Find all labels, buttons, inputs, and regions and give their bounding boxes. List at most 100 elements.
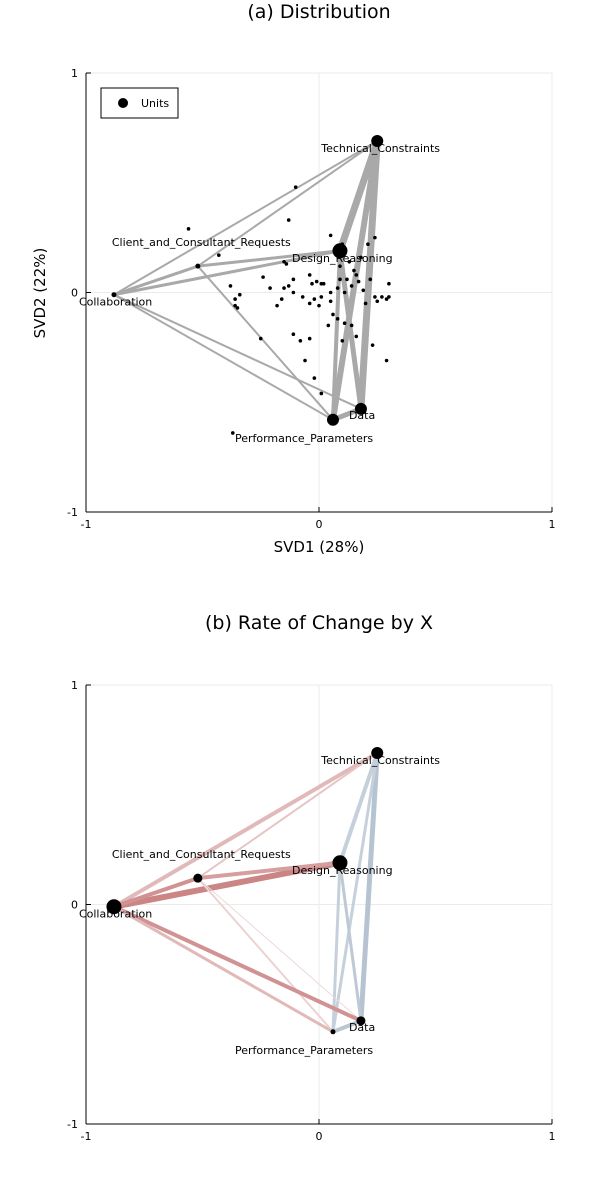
- edge-client-and-consultant-requests-performance-parameters: [196, 877, 334, 1033]
- unit-point: [342, 290, 347, 295]
- node-design-reasoning: [332, 243, 348, 259]
- node-performance-parameters: [330, 1029, 336, 1035]
- edge-collaboration-data: [111, 904, 363, 1023]
- y-tick-label: -1: [67, 506, 78, 519]
- edge-design-reasoning-client-and-consultant-requests: [195, 860, 342, 881]
- unit-point: [291, 277, 296, 282]
- unit-point: [317, 303, 321, 308]
- unit-point: [338, 264, 342, 268]
- unit-point: [387, 295, 391, 299]
- node-data: [354, 402, 367, 415]
- edge-design-reasoning-collaboration: [110, 859, 343, 910]
- unit-point: [319, 281, 324, 286]
- unit-point: [354, 273, 359, 277]
- unit-point: [361, 288, 366, 293]
- edge-technical-constraints-collaboration: [111, 751, 380, 909]
- unit-point: [286, 218, 291, 222]
- x-tick-label: -1: [81, 1130, 92, 1143]
- node-label-design-reasoning: Design_Reasoning: [292, 864, 393, 877]
- x-tick-label: 1: [549, 518, 556, 531]
- axes: -1-1 0 0 1 1: [67, 679, 555, 1143]
- unit-point: [352, 268, 356, 273]
- node-labels: Technical_Constraints Design_ReasoningCli…: [79, 142, 440, 445]
- unit-point: [312, 297, 317, 301]
- unit-point: [345, 277, 349, 282]
- unit-point: [233, 303, 237, 308]
- unit-point: [370, 343, 375, 347]
- unit-point: [363, 301, 368, 306]
- edge-design-reasoning-performance-parameters: [331, 861, 342, 1034]
- unit-point: [310, 281, 314, 286]
- x-tick-label: 1: [549, 1130, 556, 1143]
- node-client-and-consultant-requests: [195, 263, 201, 269]
- node-label-collaboration: Collaboration: [79, 908, 152, 921]
- unit-point: [300, 295, 305, 299]
- node-label-collaboration: Collaboration: [79, 296, 152, 309]
- legend-entry: Units: [141, 97, 169, 110]
- node-performance-parameters: [326, 413, 339, 426]
- unit-point: [293, 185, 298, 189]
- node-label-data: Data: [349, 1021, 375, 1034]
- edge-technical-constraints-client-and-consultant-requests: [196, 140, 379, 268]
- node-label-client-and-consultant-requests: Client_and_Consultant_Requests: [112, 848, 291, 861]
- x-tick-label: -1: [81, 518, 92, 531]
- chart-title: (b) Rate of Change by X: [205, 612, 433, 634]
- grid-lines: [85, 684, 553, 1125]
- unit-point: [373, 295, 377, 299]
- unit-point: [380, 295, 384, 299]
- unit-point: [354, 334, 359, 339]
- node-labels: Technical_Constraints Design_ReasoningCli…: [79, 754, 440, 1057]
- unit-point: [312, 376, 317, 380]
- unit-point: [186, 227, 191, 231]
- unit-point: [347, 259, 352, 264]
- panel-rate-of-change: (b) Rate of Change by X -1-1 0 0 1 1 Technic…: [67, 612, 555, 1143]
- edges: [110, 750, 380, 1034]
- unit-point: [282, 286, 286, 290]
- unit-point: [275, 303, 279, 308]
- node-label-performance-parameters: Performance_Parameters: [235, 1044, 373, 1057]
- node-technical-constraints: [371, 135, 384, 148]
- edge-technical-constraints-performance-parameters: [331, 751, 379, 1034]
- unit-point: [319, 295, 324, 299]
- node-design-reasoning: [332, 855, 348, 871]
- chart-title: (a) Distribution: [247, 1, 390, 23]
- grid-lines: [85, 72, 553, 513]
- unit-point: [384, 297, 389, 301]
- unit-point: [303, 358, 307, 363]
- edge-technical-constraints-performance-parameters: [329, 138, 381, 423]
- edge-technical-constraints-design-reasoning: [336, 137, 381, 255]
- edge-client-and-consultant-requests-data: [197, 877, 362, 1022]
- node-label-technical-constraints: Technical_Constraints: [320, 754, 440, 767]
- axes: -1-1 0 0 1 1: [67, 67, 555, 531]
- edge-data-performance-parameters: [330, 1018, 363, 1034]
- unit-point: [326, 323, 331, 328]
- edge-design-reasoning-collaboration: [112, 249, 342, 297]
- unit-point: [328, 233, 333, 238]
- unit-point: [359, 255, 363, 260]
- x-axis-label: SVD1 (28%): [274, 538, 365, 556]
- node-client-and-consultant-requests: [193, 873, 203, 883]
- edge-technical-constraints-client-and-consultant-requests: [196, 752, 379, 880]
- unit-point: [338, 277, 342, 282]
- edges: [112, 137, 381, 423]
- unit-point: [368, 277, 373, 282]
- node-collaboration: [106, 899, 122, 915]
- unit-point: [235, 306, 240, 310]
- y-tick-label: 0: [71, 287, 78, 300]
- unit-point: [284, 262, 289, 266]
- unit-point: [349, 284, 354, 288]
- node-data: [356, 1016, 366, 1026]
- y-tick-label: 1: [71, 679, 78, 692]
- unit-point: [279, 297, 284, 301]
- unit-point: [230, 431, 235, 435]
- x-tick-label: 0: [316, 1130, 323, 1143]
- edge-client-and-consultant-requests-collaboration: [111, 876, 200, 909]
- x-tick-label: 0: [316, 518, 323, 531]
- edge-collaboration-performance-parameters: [112, 293, 334, 421]
- edge-design-reasoning-client-and-consultant-requests: [196, 249, 342, 268]
- unit-point: [291, 290, 296, 295]
- unit-point: [335, 286, 340, 290]
- unit-point: [340, 338, 345, 343]
- node-label-technical-constraints: Technical_Constraints: [320, 142, 440, 155]
- legend: Units: [100, 87, 179, 119]
